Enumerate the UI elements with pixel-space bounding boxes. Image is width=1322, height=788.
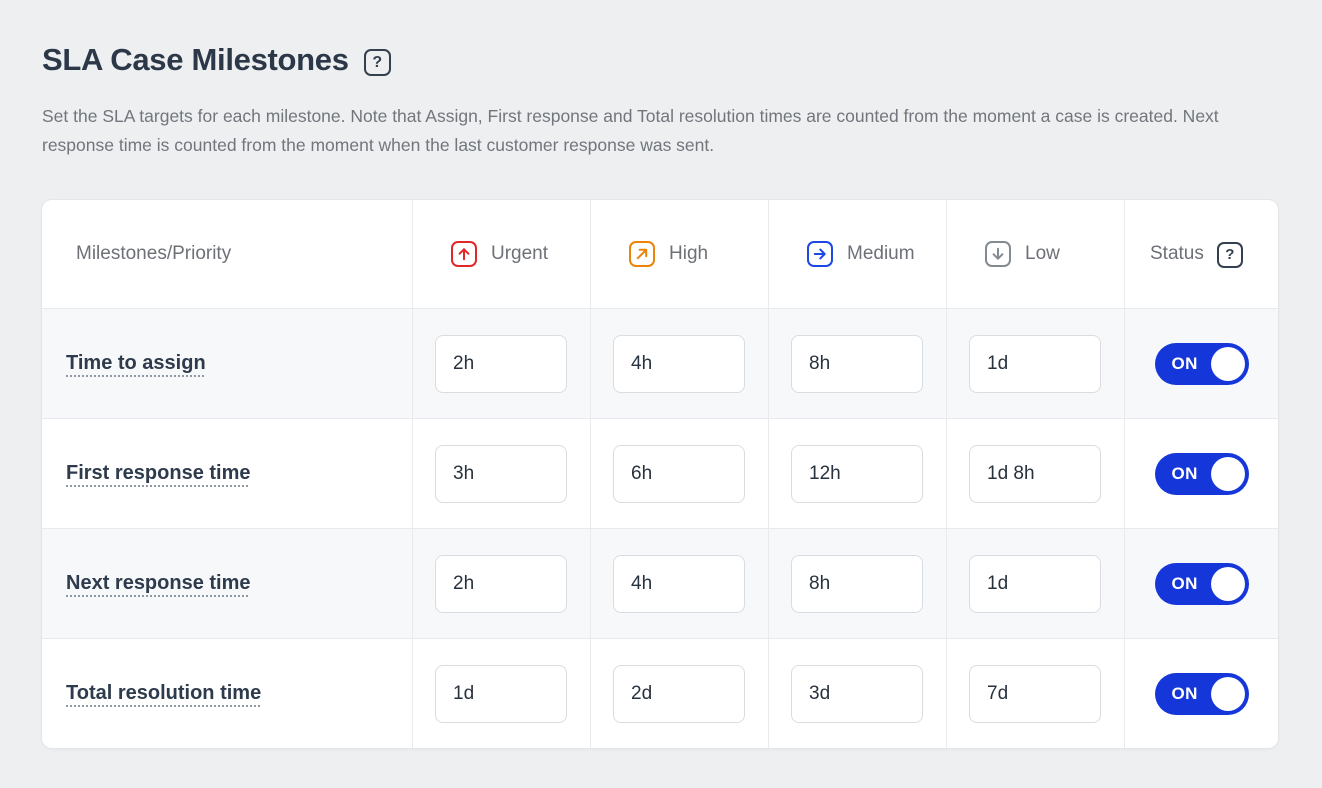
- table-cell-low: [947, 418, 1125, 528]
- table-cell-high: [591, 418, 769, 528]
- sla-time-input-medium[interactable]: [791, 554, 923, 613]
- sla-time-input-high[interactable]: [613, 334, 745, 393]
- toggle-on-label: ON: [1171, 353, 1198, 373]
- toggle-on-label: ON: [1171, 463, 1198, 483]
- milestone-label[interactable]: Next response time: [66, 572, 251, 594]
- table-cell-medium: [769, 638, 947, 748]
- table-row-milestone-cell: Total resolution time: [42, 638, 413, 748]
- page-description: Set the SLA targets for each milestone. …: [42, 106, 1219, 155]
- sla-time-input-urgent[interactable]: [435, 334, 567, 393]
- milestone-label[interactable]: Total resolution time: [66, 682, 262, 704]
- table-cell-medium: [769, 308, 947, 418]
- table-cell-high: [591, 638, 769, 748]
- milestone-label[interactable]: Time to assign: [66, 352, 206, 374]
- toggle-knob: [1210, 456, 1245, 491]
- table-cell-urgent: [413, 638, 591, 748]
- toggle-on-label: ON: [1171, 573, 1198, 593]
- sla-time-input-low[interactable]: [969, 334, 1101, 393]
- sla-milestones-table: Milestones/Priority Urgent High Medium L…: [42, 200, 1278, 748]
- column-header-status: Status ?: [1125, 200, 1278, 308]
- column-header-label: Low: [1025, 243, 1060, 264]
- sla-time-input-high[interactable]: [613, 554, 745, 613]
- toggle-knob: [1210, 676, 1245, 711]
- table-row-milestone-cell: First response time: [42, 418, 413, 528]
- table-cell-urgent: [413, 418, 591, 528]
- sla-time-input-high[interactable]: [613, 664, 745, 723]
- column-header-low: Low: [947, 200, 1125, 308]
- status-toggle[interactable]: ON: [1154, 672, 1249, 715]
- table-cell-status: ON: [1125, 418, 1278, 528]
- column-header-urgent: Urgent: [413, 200, 591, 308]
- sla-time-input-low[interactable]: [969, 444, 1101, 503]
- toggle-on-label: ON: [1171, 683, 1198, 703]
- column-header-label: Medium: [847, 243, 915, 264]
- sla-time-input-urgent[interactable]: [435, 444, 567, 503]
- table-cell-high: [591, 308, 769, 418]
- table-cell-urgent: [413, 308, 591, 418]
- table-cell-status: ON: [1125, 528, 1278, 638]
- status-toggle[interactable]: ON: [1154, 342, 1249, 385]
- column-header-milestones-priority: Milestones/Priority: [42, 200, 413, 308]
- column-header-medium: Medium: [769, 200, 947, 308]
- arrow-right-icon: [807, 241, 833, 267]
- toggle-knob: [1210, 566, 1245, 601]
- arrow-down-icon: [985, 241, 1011, 267]
- column-header-label: High: [669, 243, 709, 264]
- milestone-label[interactable]: First response time: [66, 462, 251, 484]
- table-cell-status: ON: [1125, 638, 1278, 748]
- table-cell-medium: [769, 418, 947, 528]
- column-header-high: High: [591, 200, 769, 308]
- table-cell-status: ON: [1125, 308, 1278, 418]
- sla-time-input-medium[interactable]: [791, 334, 923, 393]
- title-help-icon[interactable]: ?: [363, 49, 391, 76]
- table-cell-medium: [769, 528, 947, 638]
- sla-settings-page: SLA Case Milestones ? Set the SLA target…: [42, 40, 1280, 748]
- sla-time-input-urgent[interactable]: [435, 664, 567, 723]
- table-cell-high: [591, 528, 769, 638]
- table-row-milestone-cell: Next response time: [42, 528, 413, 638]
- sla-time-input-high[interactable]: [613, 444, 745, 503]
- column-header-label: Milestones/Priority: [76, 243, 232, 264]
- sla-time-input-low[interactable]: [969, 554, 1101, 613]
- arrow-up-right-icon: [629, 241, 655, 267]
- sla-time-input-urgent[interactable]: [435, 554, 567, 613]
- toggle-knob: [1210, 346, 1245, 381]
- column-header-label: Urgent: [491, 243, 549, 264]
- table-cell-low: [947, 638, 1125, 748]
- page-title: SLA Case Milestones: [42, 42, 349, 77]
- table-row-milestone-cell: Time to assign: [42, 308, 413, 418]
- sla-time-input-medium[interactable]: [791, 444, 923, 503]
- status-help-icon[interactable]: ?: [1216, 241, 1243, 268]
- sla-time-input-medium[interactable]: [791, 664, 923, 723]
- status-toggle[interactable]: ON: [1154, 452, 1249, 495]
- table-cell-low: [947, 308, 1125, 418]
- table-cell-urgent: [413, 528, 591, 638]
- sla-time-input-low[interactable]: [969, 664, 1101, 723]
- column-header-label: Status: [1150, 243, 1204, 264]
- status-toggle[interactable]: ON: [1154, 562, 1249, 605]
- page-header: SLA Case Milestones ?: [42, 40, 1280, 80]
- table-cell-low: [947, 528, 1125, 638]
- arrow-up-icon: [451, 241, 477, 267]
